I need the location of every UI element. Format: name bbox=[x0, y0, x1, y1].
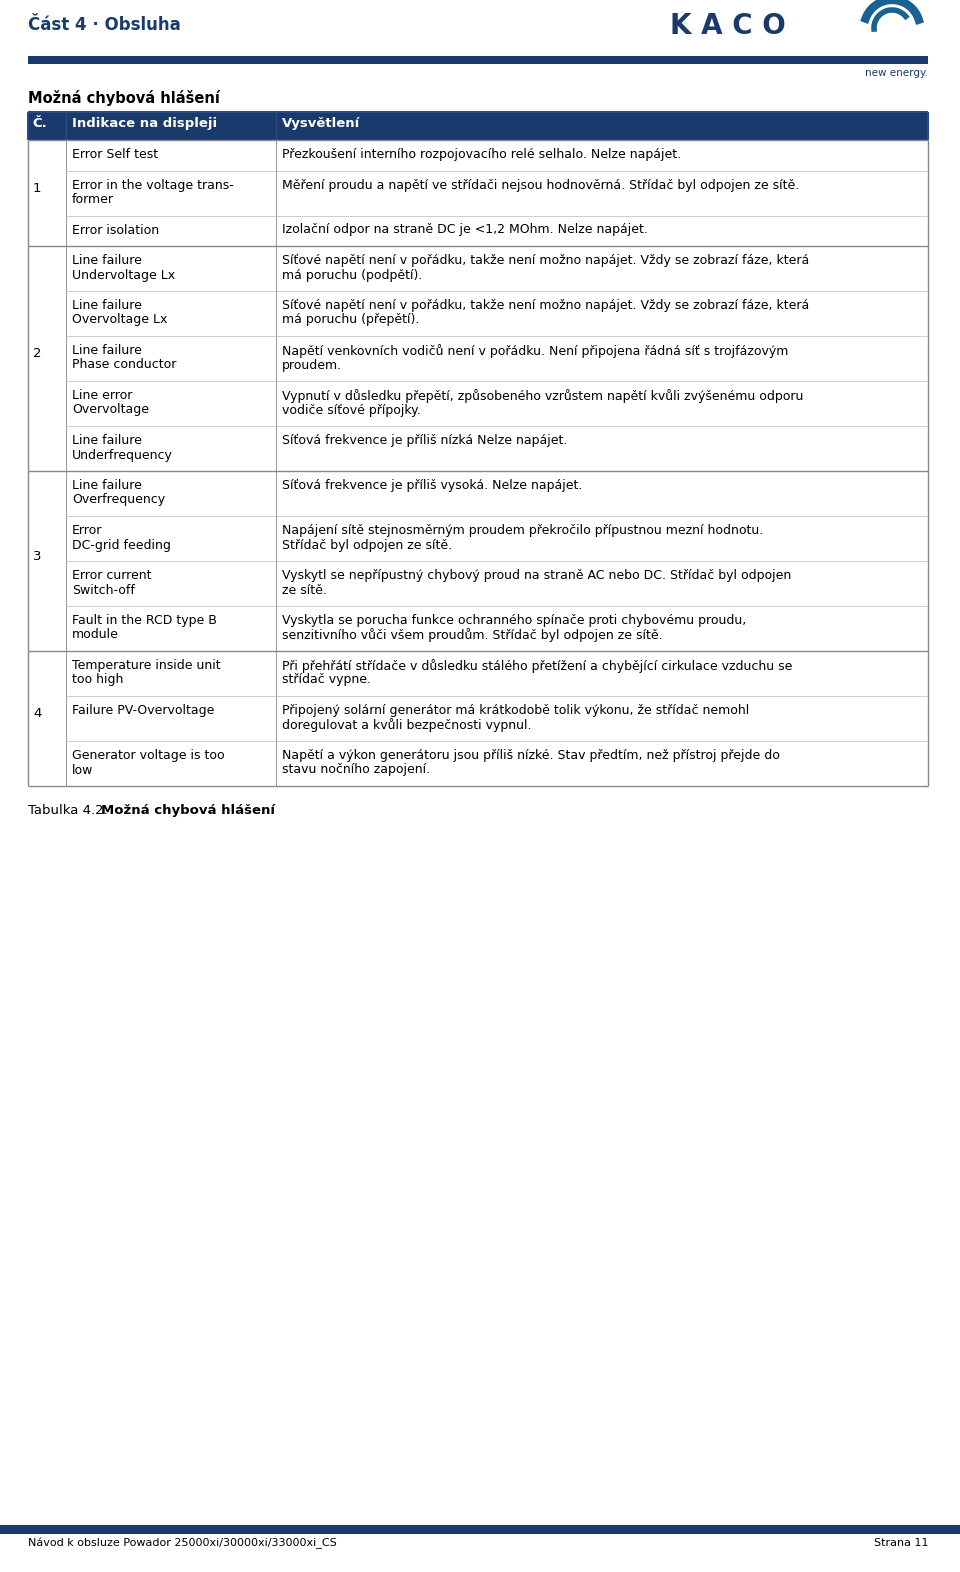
Text: Overfrequency: Overfrequency bbox=[72, 494, 165, 506]
Text: former: former bbox=[72, 193, 114, 206]
Text: Error isolation: Error isolation bbox=[72, 223, 159, 236]
Text: Overvoltage Lx: Overvoltage Lx bbox=[72, 313, 167, 327]
Text: Undervoltage Lx: Undervoltage Lx bbox=[72, 269, 175, 281]
Text: Tabulka 4.2:: Tabulka 4.2: bbox=[28, 803, 112, 817]
Text: 1: 1 bbox=[33, 181, 41, 195]
Text: Fault in the RCD type B: Fault in the RCD type B bbox=[72, 615, 217, 627]
Text: Část 4 · Obsluha: Část 4 · Obsluha bbox=[28, 16, 180, 35]
Text: Síťové napětí není v pořádku, takže není možno napájet. Vždy se zobrazí fáze, kt: Síťové napětí není v pořádku, takže není… bbox=[282, 255, 809, 267]
Text: 2: 2 bbox=[33, 347, 41, 360]
Text: Návod k obsluze Powador 25000xi/30000xi/33000xi_CS: Návod k obsluze Powador 25000xi/30000xi/… bbox=[28, 1537, 337, 1550]
Text: Vyskytla se porucha funkce ochranného spínače proti chybovému proudu,: Vyskytla se porucha funkce ochranného sp… bbox=[282, 615, 746, 627]
Text: Line failure: Line failure bbox=[72, 255, 142, 267]
Bar bbox=[0, 1525, 960, 1534]
Text: Měření proudu a napětí ve střídači nejsou hodnověrná. Střídač byl odpojen ze sít: Měření proudu a napětí ve střídači nejso… bbox=[282, 179, 800, 192]
Bar bbox=[28, 57, 928, 64]
Text: Síťová frekvence je příliš vysoká. Nelze napájet.: Síťová frekvence je příliš vysoká. Nelze… bbox=[282, 479, 583, 492]
Text: Strana 11: Strana 11 bbox=[874, 1537, 928, 1548]
Text: Vysvětlení: Vysvětlení bbox=[282, 116, 360, 130]
Text: Izolační odpor na straně DC je <1,2 MOhm. Nelze napájet.: Izolační odpor na straně DC je <1,2 MOhm… bbox=[282, 223, 648, 236]
Text: doregulovat a kvůli bezpečnosti vypnul.: doregulovat a kvůli bezpečnosti vypnul. bbox=[282, 718, 532, 733]
Text: Line failure: Line failure bbox=[72, 434, 142, 446]
Text: Napětí venkovních vodičů není v pořádku. Není připojena řádná síť s trojfázovým: Napětí venkovních vodičů není v pořádku.… bbox=[282, 344, 788, 358]
Text: Napájení sítě stejnosměrným proudem překročilo přípustnou mezní hodnotu.: Napájení sítě stejnosměrným proudem přek… bbox=[282, 523, 763, 538]
Text: Napětí a výkon generátoru jsou příliš nízké. Stav předtím, než přístroj přejde d: Napětí a výkon generátoru jsou příliš ní… bbox=[282, 748, 780, 762]
Text: Error: Error bbox=[72, 523, 103, 538]
Text: Phase conductor: Phase conductor bbox=[72, 358, 177, 371]
Text: Indikace na displeji: Indikace na displeji bbox=[72, 116, 217, 130]
Text: Možná chybová hlášení: Možná chybová hlášení bbox=[101, 803, 275, 817]
Text: Error in the voltage trans-: Error in the voltage trans- bbox=[72, 179, 233, 192]
Text: Střídač byl odpojen ze sítě.: Střídač byl odpojen ze sítě. bbox=[282, 539, 452, 552]
Text: DC-grid feeding: DC-grid feeding bbox=[72, 539, 171, 552]
Text: Line failure: Line failure bbox=[72, 479, 142, 492]
Text: Síťová frekvence je příliš nízká Nelze napájet.: Síťová frekvence je příliš nízká Nelze n… bbox=[282, 434, 567, 446]
Text: střídač vypne.: střídač vypne. bbox=[282, 673, 371, 687]
Text: Temperature inside unit: Temperature inside unit bbox=[72, 659, 221, 671]
Text: Line failure: Line failure bbox=[72, 299, 142, 311]
Bar bbox=[28, 112, 928, 140]
Text: Vyskytl se nepřípustný chybový proud na straně AC nebo DC. Střídač byl odpojen: Vyskytl se nepřípustný chybový proud na … bbox=[282, 569, 791, 582]
Text: Failure PV-Overvoltage: Failure PV-Overvoltage bbox=[72, 704, 214, 717]
Text: 4: 4 bbox=[33, 707, 41, 720]
Text: Síťové napětí není v pořádku, takže není možno napájet. Vždy se zobrazí fáze, kt: Síťové napětí není v pořádku, takže není… bbox=[282, 299, 809, 313]
Text: Vypnutí v důsledku přepětí, způsobeného vzrůstem napětí kvůli zvýšenému odporu: Vypnutí v důsledku přepětí, způsobeného … bbox=[282, 388, 804, 402]
Text: Switch-off: Switch-off bbox=[72, 583, 134, 596]
Text: Generator voltage is too: Generator voltage is too bbox=[72, 748, 225, 762]
Text: Při přehřátí střídače v důsledku stálého přetížení a chybějící cirkulace vzduchu: Při přehřátí střídače v důsledku stálého… bbox=[282, 659, 792, 673]
Text: proudem.: proudem. bbox=[282, 358, 342, 371]
Text: new energy.: new energy. bbox=[865, 68, 928, 79]
Text: stavu nočního zapojení.: stavu nočního zapojení. bbox=[282, 764, 430, 777]
Text: Připojený solární generátor má krátkodobě tolik výkonu, že střídač nemohl: Připojený solární generátor má krátkodob… bbox=[282, 704, 749, 717]
Text: vodiče síťové přípojky.: vodiče síťové přípojky. bbox=[282, 404, 420, 417]
Text: senzitivního vůči všem proudům. Střídač byl odpojen ze sítě.: senzitivního vůči všem proudům. Střídač … bbox=[282, 629, 662, 643]
Text: Line failure: Line failure bbox=[72, 344, 142, 357]
Text: module: module bbox=[72, 629, 119, 641]
Text: má poruchu (přepětí).: má poruchu (přepětí). bbox=[282, 313, 420, 327]
Text: Možná chybová hlášení: Možná chybová hlášení bbox=[28, 90, 220, 105]
Text: low: low bbox=[72, 764, 93, 777]
Text: má poruchu (podpětí).: má poruchu (podpětí). bbox=[282, 269, 422, 281]
Text: Error current: Error current bbox=[72, 569, 152, 582]
Text: Přezkoušení interního rozpojovacího relé selhalo. Nelze napájet.: Přezkoušení interního rozpojovacího relé… bbox=[282, 148, 682, 160]
Text: Č.: Č. bbox=[32, 116, 47, 130]
Text: K A C O: K A C O bbox=[670, 13, 785, 39]
Text: 3: 3 bbox=[33, 550, 41, 563]
Text: Underfrequency: Underfrequency bbox=[72, 448, 173, 462]
Text: ze sítě.: ze sítě. bbox=[282, 583, 326, 596]
Text: too high: too high bbox=[72, 673, 124, 687]
Text: Line error: Line error bbox=[72, 388, 132, 402]
Text: Error Self test: Error Self test bbox=[72, 148, 158, 160]
Text: Overvoltage: Overvoltage bbox=[72, 404, 149, 417]
